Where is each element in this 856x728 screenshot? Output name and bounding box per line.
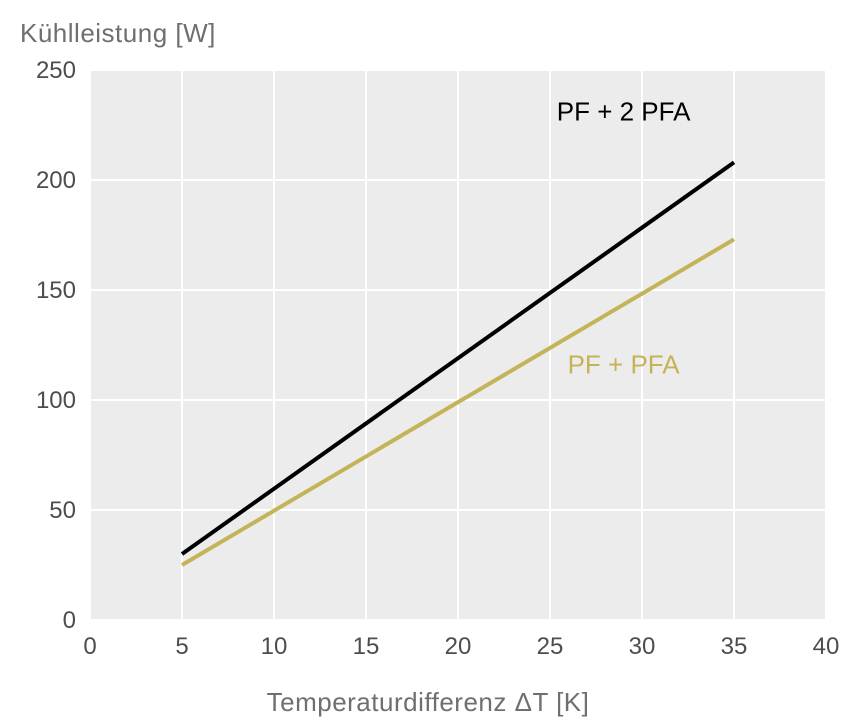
svg-text:250: 250 [36,57,76,84]
svg-text:35: 35 [721,633,748,660]
svg-text:15: 15 [353,633,380,660]
y-tick-labels: 0 50 100 150 200 250 [36,57,76,634]
svg-text:20: 20 [445,633,472,660]
svg-text:10: 10 [261,633,288,660]
cooling-power-chart: Kühlleistung [W] 05101520253035400501001… [0,0,856,728]
series-label-0: PF + 2 PFA [557,97,691,127]
svg-text:0: 0 [83,633,96,660]
svg-text:150: 150 [36,277,76,304]
svg-text:200: 200 [36,167,76,194]
svg-text:50: 50 [49,497,76,524]
svg-text:30: 30 [629,633,656,660]
svg-text:25: 25 [537,633,564,660]
series-label-1: PF + PFA [568,350,681,380]
svg-text:40: 40 [813,633,840,660]
x-tick-labels: 0 5 10 15 20 25 30 35 40 [83,633,839,660]
svg-text:5: 5 [175,633,188,660]
svg-text:0: 0 [63,607,76,634]
plot-area: 0 5 10 15 20 25 30 35 40 0 50 100 150 200 250 PF + 2 PF… [0,0,856,728]
svg-text:100: 100 [36,387,76,414]
x-axis-title: Temperaturdifferenz ΔT [K] [0,687,856,718]
